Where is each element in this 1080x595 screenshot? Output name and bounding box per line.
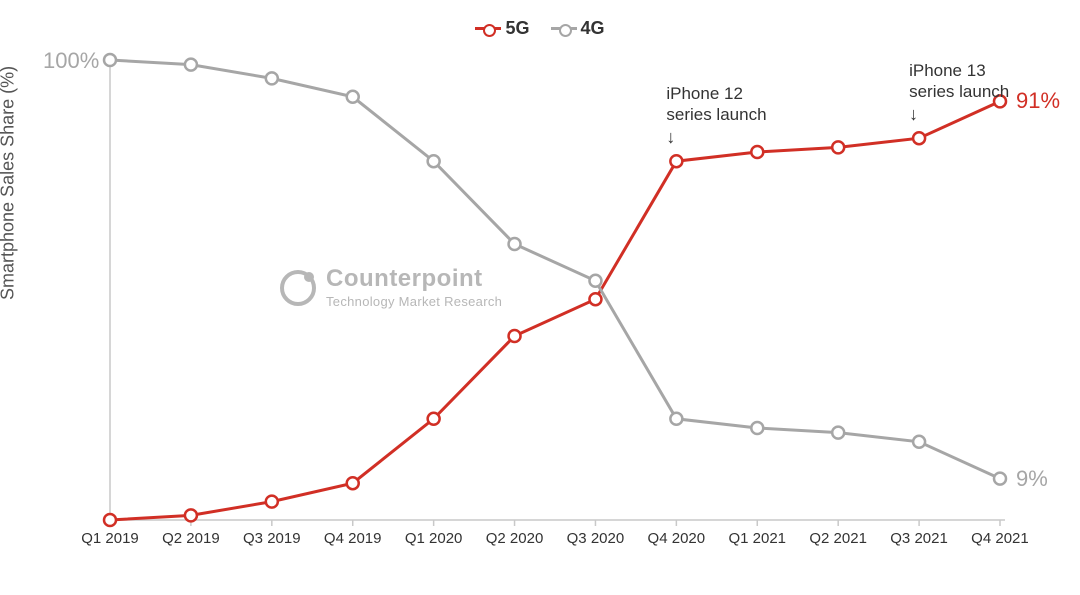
x-tick-label: Q3 2021: [879, 530, 960, 547]
x-tick-label: Q4 2019: [312, 530, 393, 547]
watermark-line1: Counterpoint: [326, 265, 483, 292]
annotation-line1: iPhone 13: [909, 61, 986, 80]
x-tick-label: Q1 2021: [717, 530, 798, 547]
line-chart: 5G 4G Smartphone Sales Share (%) 100% Co…: [0, 0, 1080, 595]
legend-swatch-4g: [551, 27, 577, 30]
x-tick-label: Q3 2020: [555, 530, 636, 547]
series-end-label: 91%: [1016, 88, 1060, 114]
annotation: iPhone 12 series launch ↓: [666, 83, 766, 146]
counterpoint-logo-icon: [280, 270, 316, 306]
x-tick-label: Q2 2020: [474, 530, 555, 547]
y-axis-title: Smartphone Sales Share (%): [0, 66, 19, 300]
annotation-line1: iPhone 12: [666, 84, 743, 103]
annotation: iPhone 13 series launch ↓: [909, 60, 1009, 123]
y-axis-max-label: 100%: [43, 48, 99, 74]
x-tick-label: Q4 2021: [960, 530, 1041, 547]
x-tick-label: Q3 2019: [231, 530, 312, 547]
x-tick-label: Q4 2020: [636, 530, 717, 547]
x-tick-label: Q2 2021: [798, 530, 879, 547]
x-tick-label: Q2 2019: [150, 530, 231, 547]
legend-item-5g: 5G: [475, 18, 529, 39]
legend-label: 5G: [505, 18, 529, 39]
legend-swatch-5g: [475, 27, 501, 30]
legend: 5G 4G: [0, 14, 1080, 39]
x-axis-labels: Q1 2019Q2 2019Q3 2019Q4 2019Q1 2020Q2 20…: [70, 530, 1041, 547]
x-tick-label: Q1 2020: [393, 530, 474, 547]
annotation-line2: series launch: [909, 82, 1009, 101]
series-end-label: 9%: [1016, 466, 1048, 492]
arrow-down-icon: ↓: [909, 105, 1009, 123]
watermark-line2: Technology Market Research: [326, 294, 502, 309]
arrow-down-icon: ↓: [666, 128, 766, 146]
x-tick-label: Q1 2019: [70, 530, 151, 547]
legend-item-4g: 4G: [551, 18, 605, 39]
annotation-line2: series launch: [666, 105, 766, 124]
legend-label: 4G: [581, 18, 605, 39]
watermark: Counterpoint Technology Market Research: [280, 265, 502, 311]
